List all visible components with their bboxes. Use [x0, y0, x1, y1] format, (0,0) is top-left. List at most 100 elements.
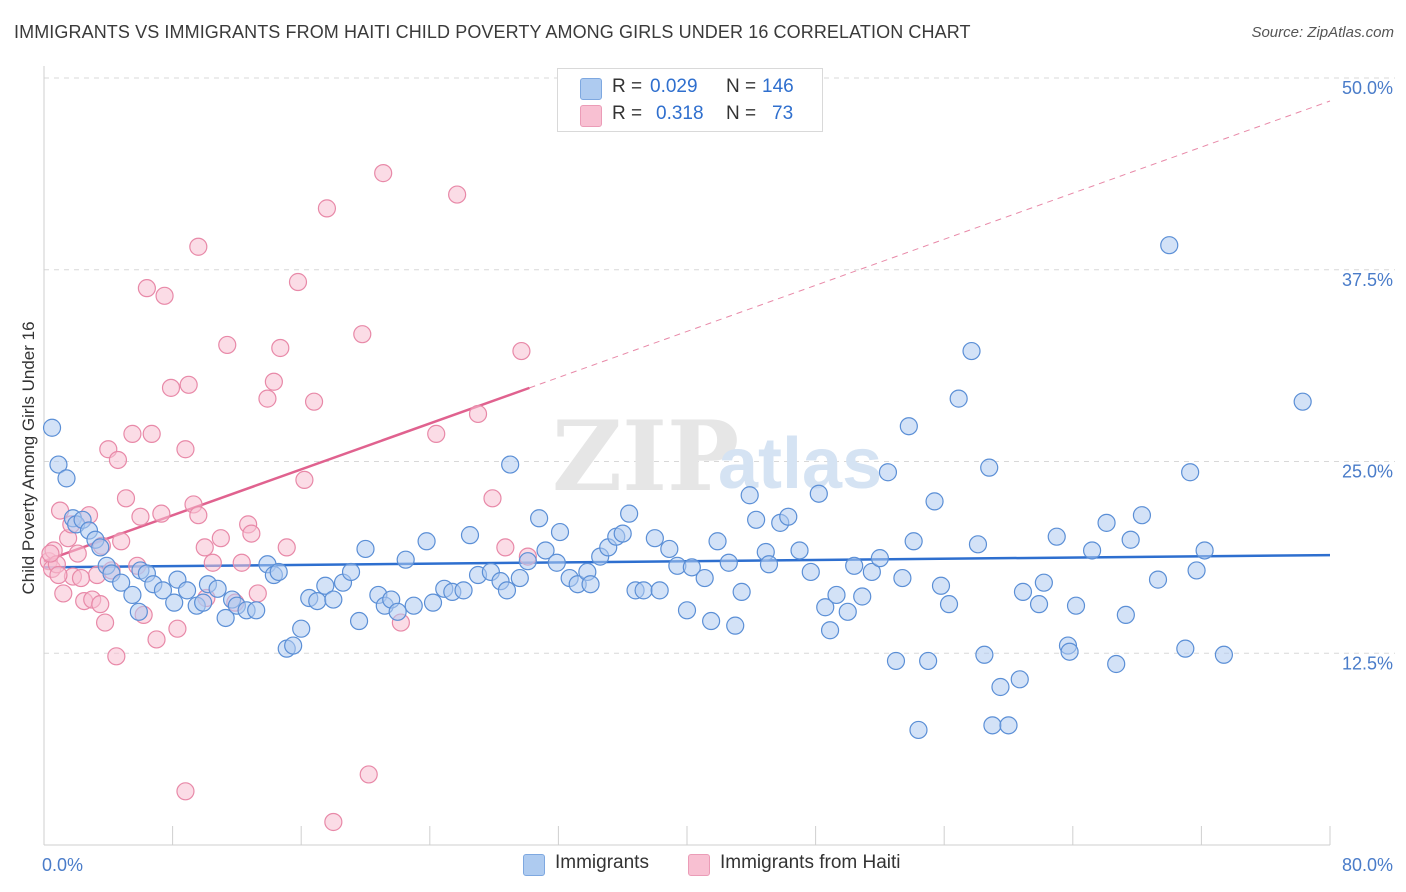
immigrants-point: [497, 581, 517, 600]
haiti-point: [168, 619, 187, 638]
immigrants-point: [845, 556, 864, 575]
immigrants-point: [820, 621, 840, 640]
haiti-point: [324, 812, 343, 832]
immigrants-point: [547, 553, 566, 572]
immigrants-point: [732, 582, 751, 601]
immigrants-point: [779, 507, 798, 526]
immigrants-point: [853, 587, 872, 606]
immigrants-point: [1148, 570, 1168, 589]
immigrants-point: [634, 581, 653, 600]
y-tick-label: 12.5%: [1342, 653, 1393, 673]
immigrants-point: [460, 526, 480, 545]
immigrants-point: [1116, 605, 1135, 625]
haiti-point: [116, 489, 136, 508]
immigrants-point: [1013, 582, 1033, 601]
haiti-point: [179, 375, 198, 394]
immigrants-point: [1187, 561, 1206, 580]
haiti-point: [49, 565, 68, 585]
immigrants-point: [1181, 463, 1200, 482]
haiti-point: [176, 440, 195, 459]
immigrants-point: [968, 535, 988, 554]
immigrants-point: [417, 532, 436, 551]
immigrants-point: [909, 720, 928, 740]
haiti-point: [176, 782, 195, 801]
immigrants-point: [510, 568, 529, 588]
legend-r-label: R =: [612, 103, 643, 124]
haiti-point: [277, 538, 296, 557]
immigrants-point: [454, 581, 473, 600]
haiti-point: [161, 378, 181, 397]
immigrants-point: [49, 455, 68, 474]
immigrants-point: [423, 593, 443, 612]
legend-n-value: 146: [762, 76, 794, 97]
immigrants-point: [247, 601, 266, 620]
haiti-point: [131, 507, 150, 526]
haiti-point: [95, 613, 115, 632]
immigrants-point: [1066, 596, 1086, 615]
immigrants-point: [983, 716, 1002, 735]
immigrants-point: [759, 555, 779, 574]
immigrants-point: [530, 509, 549, 528]
haiti-point: [137, 279, 156, 298]
haiti-point: [317, 199, 337, 218]
immigrants-point: [1214, 645, 1234, 664]
immigrants-point: [581, 575, 600, 594]
haiti-point: [112, 532, 131, 551]
immigrants-point: [550, 522, 570, 542]
watermark: ZIP atlas: [552, 400, 882, 513]
x-tick-label-max: 80.0%: [1342, 855, 1393, 875]
immigrants-point: [153, 581, 173, 600]
immigrants-point: [501, 455, 520, 474]
immigrants-point: [1060, 642, 1079, 661]
haiti-point: [288, 272, 308, 292]
haiti-point: [203, 553, 222, 572]
haiti-point: [512, 341, 531, 361]
legend-n-value: 73: [772, 103, 794, 124]
immigrants-point: [324, 590, 343, 609]
immigrants-point: [931, 576, 951, 595]
immigrants-point: [112, 573, 131, 592]
haiti-point: [374, 164, 393, 183]
immigrants-point: [645, 529, 664, 548]
haiti-point: [41, 544, 60, 563]
haiti-point: [218, 335, 237, 355]
immigrants-point: [919, 651, 938, 671]
immigrants-point: [816, 598, 835, 617]
haiti-point: [295, 470, 314, 490]
immigrants-point: [893, 568, 912, 588]
legend-swatch-immigrants: [580, 78, 602, 100]
immigrants-point: [1160, 236, 1179, 255]
immigrants-point: [801, 562, 820, 582]
immigrants-point: [1047, 527, 1066, 546]
immigrants-point: [42, 418, 62, 437]
immigrants-point: [308, 591, 327, 611]
y-tick-label: 25.0%: [1342, 462, 1393, 482]
immigrants-point: [396, 550, 415, 569]
legend-r-value: 0.029: [650, 76, 698, 97]
legend-label-immigrants: Immigrants: [555, 852, 649, 873]
immigrants-point: [620, 504, 639, 523]
immigrants-point: [341, 562, 361, 582]
immigrants-point: [827, 585, 846, 605]
haiti-point: [258, 389, 277, 408]
immigrants-point: [980, 458, 999, 477]
haiti-point: [271, 338, 290, 358]
haiti-point: [189, 237, 208, 256]
haiti-point: [107, 647, 126, 666]
immigrants-point: [650, 581, 669, 600]
haiti-point: [359, 765, 378, 784]
immigrants-point: [123, 585, 142, 605]
immigrants-point: [1132, 506, 1152, 525]
immigrants-point: [404, 596, 423, 615]
immigrants-point: [518, 552, 537, 571]
haiti-point: [304, 392, 324, 411]
immigrants-point: [708, 532, 727, 551]
haiti-point: [108, 450, 128, 470]
haiti-point: [91, 595, 110, 614]
immigrants-point: [870, 549, 890, 568]
haiti-point: [189, 506, 208, 525]
immigrants-point: [1097, 513, 1116, 532]
haiti-point: [211, 529, 230, 548]
haiti-point: [248, 584, 267, 603]
